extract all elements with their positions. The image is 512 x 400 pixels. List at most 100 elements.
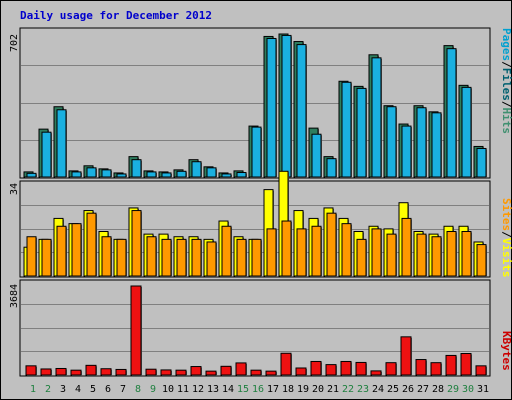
kbytes-kbytes-bar-day-4 bbox=[70, 369, 82, 376]
hits-legend: Pages/Files/Hits bbox=[500, 28, 512, 134]
hits-files-bar-day-14 bbox=[221, 173, 232, 178]
day-label-5: 5 bbox=[90, 384, 96, 395]
visits-sites-bar-day-4 bbox=[71, 223, 82, 277]
kbytes-kbytes-bar-day-11 bbox=[175, 369, 187, 376]
visits-sites-bar-day-23 bbox=[356, 238, 367, 277]
kbytes-kbytes-bar-day-25 bbox=[385, 362, 397, 376]
hits-files-bar-day-30 bbox=[461, 86, 472, 178]
hits-files-bar-day-31 bbox=[476, 147, 487, 178]
legend-slash-3: / bbox=[500, 231, 512, 238]
hits-files-bar-day-28 bbox=[431, 112, 442, 178]
day-label-12: 12 bbox=[192, 384, 204, 395]
kbytes-kbytes-bar-day-20 bbox=[310, 360, 322, 376]
hits-files-bar-day-12 bbox=[191, 161, 202, 178]
hits-files-bar-day-13 bbox=[206, 167, 217, 178]
visits-sites-bar-day-11 bbox=[176, 238, 187, 277]
visits-sites-bar-day-8 bbox=[131, 210, 142, 277]
visits-ymax-label: 34 bbox=[9, 183, 20, 195]
visits-legend: Sites/Visits bbox=[500, 198, 512, 278]
legend-hits: Hits bbox=[500, 108, 512, 135]
day-label-18: 18 bbox=[282, 384, 294, 395]
kbytes-kbytes-bar-day-19 bbox=[295, 367, 307, 376]
day-label-27: 27 bbox=[417, 384, 429, 395]
kbytes-kbytes-bar-day-28 bbox=[430, 362, 442, 376]
visits-sites-bar-day-7 bbox=[116, 238, 127, 277]
legend-files: Files bbox=[500, 68, 512, 101]
day-label-10: 10 bbox=[162, 384, 174, 395]
kbytes-kbytes-bar-day-10 bbox=[160, 369, 172, 376]
visits-sites-bar-day-2 bbox=[41, 238, 52, 277]
day-label-28: 28 bbox=[432, 384, 444, 395]
kbytes-kbytes-bar-day-9 bbox=[145, 368, 157, 376]
hits-files-bar-day-29 bbox=[446, 48, 457, 178]
kbytes-kbytes-bar-day-13 bbox=[205, 370, 217, 376]
visits-sites-bar-day-22 bbox=[341, 223, 352, 277]
day-label-17: 17 bbox=[267, 384, 279, 395]
day-label-25: 25 bbox=[387, 384, 399, 395]
kbytes-kbytes-bar-day-18 bbox=[280, 352, 292, 376]
visits-sites-bar-day-29 bbox=[446, 231, 457, 277]
day-label-15: 15 bbox=[237, 384, 249, 395]
hits-files-bar-day-17 bbox=[266, 37, 277, 178]
hits-files-bar-day-5 bbox=[86, 167, 97, 178]
kbytes-kbytes-bar-day-30 bbox=[460, 352, 472, 376]
kbytes-kbytes-bar-day-26 bbox=[400, 336, 412, 376]
chart-bars bbox=[23, 33, 487, 376]
kbytes-legend: KBytes bbox=[500, 331, 512, 371]
visits-sites-bar-day-15 bbox=[236, 238, 247, 277]
hits-files-bar-day-21 bbox=[326, 158, 337, 178]
kbytes-kbytes-bar-day-29 bbox=[445, 354, 457, 376]
visits-sites-bar-day-3 bbox=[56, 225, 67, 277]
day-label-3: 3 bbox=[60, 384, 66, 395]
chart-title: Daily usage for December 2012 bbox=[20, 9, 212, 22]
kbytes-kbytes-bar-day-27 bbox=[415, 359, 427, 376]
day-label-20: 20 bbox=[312, 384, 324, 395]
hits-files-bar-day-4 bbox=[71, 171, 82, 178]
hits-files-bar-day-22 bbox=[341, 81, 352, 178]
hits-files-bar-day-10 bbox=[161, 172, 172, 178]
day-label-19: 19 bbox=[297, 384, 309, 395]
hits-files-bar-day-27 bbox=[416, 107, 427, 178]
kbytes-kbytes-bar-day-7 bbox=[115, 368, 127, 376]
hits-ymax-label: 702 bbox=[9, 34, 20, 52]
visits-sites-bar-day-18 bbox=[281, 220, 292, 277]
visits-sites-bar-day-21 bbox=[326, 212, 337, 277]
hits-files-bar-day-6 bbox=[101, 169, 112, 178]
kbytes-kbytes-bar-day-12 bbox=[190, 366, 202, 376]
day-label-9: 9 bbox=[150, 384, 156, 395]
legend-visits: Visits bbox=[500, 238, 512, 278]
day-label-13: 13 bbox=[207, 384, 219, 395]
visits-sites-bar-day-14 bbox=[221, 225, 232, 277]
day-label-16: 16 bbox=[252, 384, 264, 395]
visits-sites-bar-day-6 bbox=[101, 236, 112, 277]
day-label-6: 6 bbox=[105, 384, 111, 395]
visits-sites-bar-day-24 bbox=[371, 228, 382, 277]
kbytes-kbytes-bar-day-21 bbox=[325, 364, 337, 376]
legend-sites: Sites bbox=[500, 198, 512, 231]
visits-sites-bar-day-31 bbox=[476, 244, 487, 277]
kbytes-kbytes-bar-day-24 bbox=[370, 370, 382, 376]
day-label-8: 8 bbox=[135, 384, 141, 395]
visits-sites-bar-day-16 bbox=[251, 238, 262, 277]
visits-sites-bar-day-19 bbox=[296, 228, 307, 277]
visits-sites-bar-day-1 bbox=[26, 236, 37, 277]
hits-files-bar-day-19 bbox=[296, 44, 307, 178]
visits-sites-bar-day-20 bbox=[311, 225, 322, 277]
day-label-24: 24 bbox=[372, 384, 384, 395]
hits-files-bar-day-8 bbox=[131, 159, 142, 178]
hits-files-bar-day-25 bbox=[386, 106, 397, 178]
visits-sites-bar-day-12 bbox=[191, 238, 202, 277]
hits-files-bar-day-11 bbox=[176, 170, 187, 178]
day-label-23: 23 bbox=[357, 384, 369, 395]
hits-files-bar-day-16 bbox=[251, 126, 262, 178]
kbytes-kbytes-bar-day-6 bbox=[100, 368, 112, 376]
kbytes-kbytes-bar-day-3 bbox=[55, 367, 67, 376]
visits-sites-bar-day-5 bbox=[86, 212, 97, 277]
day-label-26: 26 bbox=[402, 384, 414, 395]
visits-sites-bar-day-9 bbox=[146, 236, 157, 277]
day-label-7: 7 bbox=[120, 384, 126, 395]
day-label-2: 2 bbox=[45, 384, 51, 395]
kbytes-ymax-label: 3684 bbox=[9, 284, 20, 308]
legend-slash-1: / bbox=[500, 61, 512, 68]
hits-files-bar-day-23 bbox=[356, 87, 367, 178]
